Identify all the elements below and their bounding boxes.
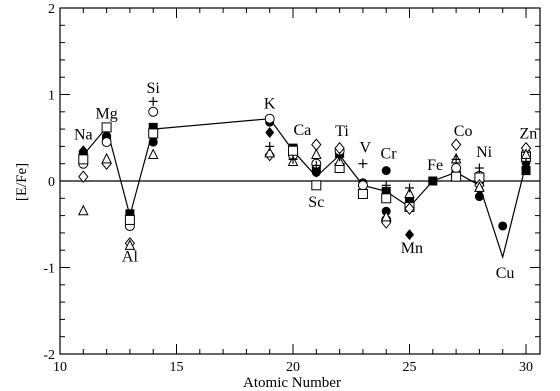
open-triangle-point [311,148,322,160]
x-tick-label: 15 [170,360,184,375]
open-diamond-point [450,138,462,151]
x-axis-label: Atomic Number [243,375,341,391]
x-tick-label: 20 [286,360,300,375]
filled-diamond-point [265,127,275,139]
element-label: Al [122,248,139,265]
model-line-layer [82,118,527,260]
data-points [77,96,532,250]
filled-circle-point [381,166,391,176]
model-line [82,118,527,260]
filled-square-point [148,122,158,132]
x-tick-label: 25 [403,360,417,375]
plus-point [451,154,461,164]
element-label: Na [74,126,93,143]
element-label: Ca [293,122,311,139]
open-square-point [311,180,322,191]
open-square-point [381,193,392,204]
open-triangle-point [264,146,276,158]
open-circle-point [101,137,112,148]
plus-point [335,152,345,162]
y-tick-label: 2 [48,2,55,17]
open-triangle-point [404,187,415,198]
x-tick-label: 10 [53,360,67,375]
y-axis-label: [E/Fe] [14,163,30,201]
open-triangle-point [124,239,136,250]
plus-point [381,180,391,190]
element-label: Sc [308,194,324,211]
element-label: Co [454,123,473,140]
plus-point [521,157,531,167]
filled-square-point [428,176,438,186]
plot-frame [59,7,541,355]
x-tick-label: 30 [519,360,533,375]
element-label: V [359,139,371,156]
element-label: Cr [381,146,398,163]
element-label: Zn [519,126,537,143]
y-tick-label: -1 [43,262,55,277]
plus-point [405,183,415,193]
open-square-point [101,122,112,133]
open-square-point [451,171,462,182]
open-square-point [288,145,299,156]
open-square-point [78,154,89,165]
open-triangle-point [380,210,392,222]
plus-point [265,141,275,151]
filled-circle-point [474,192,484,202]
plus-point [358,159,368,169]
open-triangle-point [77,204,89,216]
element-label: Fe [427,157,443,174]
filled-square-point [381,186,391,196]
open-square-point [124,214,135,225]
filled-diamond-point [78,145,88,157]
element-label: Cu [496,265,515,282]
open-circle-point [148,106,159,117]
open-square-point [357,188,368,199]
filled-square-point [521,166,531,176]
open-circle-point [357,180,368,191]
open-square-point [148,128,159,139]
open-triangle-point [101,152,112,164]
open-circle-point [264,113,275,124]
element-label: Si [147,80,161,97]
open-diamond-point [404,202,415,215]
axis-ticks: 10 15 20 25 30 -2 -1 0 1 2 [43,2,540,375]
y-tick-label: 0 [48,175,55,190]
open-triangle-point [147,148,159,160]
open-diamond-point [78,170,89,183]
element-label: Ti [335,123,349,140]
open-triangle-point [474,181,485,192]
open-circle-point [451,163,462,174]
element-label: Mn [401,240,423,257]
plus-point [288,154,298,164]
filled-diamond-point [405,229,415,241]
plus-point [311,160,321,170]
y-tick-label: 1 [48,89,55,104]
y-tick-label: -2 [43,348,55,363]
element-label: Ni [476,144,493,161]
filled-circle-point [498,221,508,231]
element-label: Mg [95,106,117,123]
plus-point [148,96,158,106]
plus-point [474,163,484,173]
element-label: K [264,95,276,112]
